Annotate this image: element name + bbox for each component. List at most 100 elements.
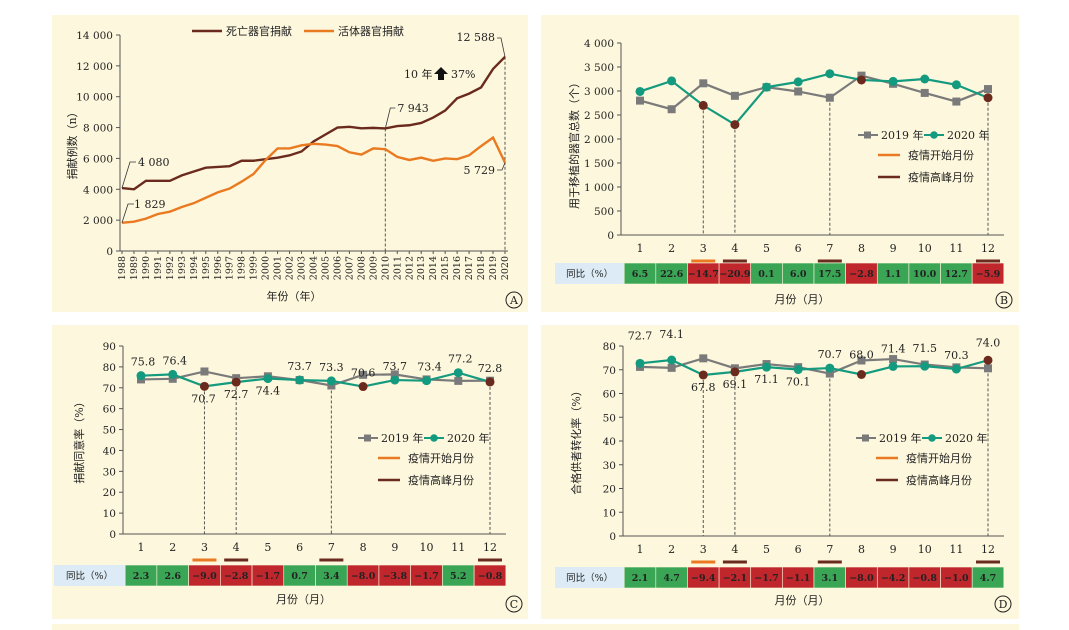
yoy-value-c: −1.7 xyxy=(256,571,281,582)
annotation-label-a: 12 588 xyxy=(457,31,496,44)
legend-label-b-start: 疫情开始月份 xyxy=(908,148,974,162)
yoy-value-d: −1.7 xyxy=(754,573,779,584)
x-tick-label-a: 2010 xyxy=(380,256,391,280)
x-tick-label-a: 2007 xyxy=(344,256,355,280)
x-tick-label-d: 4 xyxy=(731,543,738,556)
x-tick-label-a: 1994 xyxy=(189,256,200,280)
series-line-d-0 xyxy=(639,357,989,375)
y-tick-label-d: 60 xyxy=(603,389,616,401)
x-tick-label-a: 1995 xyxy=(201,256,212,280)
data-point-c-2020 xyxy=(358,382,368,392)
x-tick-label-a: 2006 xyxy=(332,256,343,280)
yoy-table-header-d xyxy=(555,567,625,588)
data-point-b-2019 xyxy=(699,79,708,88)
panel-label-circle-a xyxy=(505,291,523,309)
data-point-c-2019 xyxy=(454,376,463,385)
series-line-b-0 xyxy=(639,74,989,111)
yoy-value-b: −14.7 xyxy=(688,269,719,280)
series-line-b-1 xyxy=(639,72,989,127)
y-axis-title-c: 捐献同意率（%） xyxy=(72,396,86,483)
data-point-d-2020 xyxy=(856,370,866,379)
y-tick-label-c: 10 xyxy=(103,508,116,520)
x-tick-label-d: 1 xyxy=(637,543,644,556)
yoy-value-c: −8.0 xyxy=(351,571,376,582)
y-tick-label-b: 2 500 xyxy=(584,110,614,122)
yoy-value-c: 5.2 xyxy=(450,571,467,582)
x-tick-label-c: 9 xyxy=(391,541,398,554)
x-tick-label-a: 2020 xyxy=(500,256,511,280)
data-point-c-2020 xyxy=(295,375,305,385)
yoy-value-b: 12.7 xyxy=(945,269,968,280)
data-point-c-2020 xyxy=(453,368,463,378)
x-tick-label-c: 7 xyxy=(328,541,335,554)
data-point-c-2020 xyxy=(263,374,273,384)
yoy-value-d: 2.1 xyxy=(632,573,649,584)
x-tick-label-b: 2 xyxy=(668,242,675,255)
data-point-c-2019 xyxy=(327,381,336,390)
data-point-d-2019 xyxy=(857,356,866,365)
panel-label-c: C xyxy=(510,598,518,611)
annotation-label-a: 10 年 xyxy=(404,67,433,81)
data-point-b-2020 xyxy=(856,75,866,85)
data-point-b-2019 xyxy=(984,85,992,94)
x-tick-label-b: 7 xyxy=(826,242,833,255)
y-tick-label-d: 50 xyxy=(603,412,616,424)
y-tick-label-b: 3 500 xyxy=(584,62,614,74)
yoy-value-b: 0.1 xyxy=(758,269,775,280)
legend-label-d-2020: 2020 年 xyxy=(945,431,988,445)
data-point-c-2019 xyxy=(390,370,399,379)
legend-label-a-1: 活体器官捐献 xyxy=(338,24,404,38)
data-point-b-2020 xyxy=(951,80,961,90)
data-point-d-2020 xyxy=(667,355,677,365)
x-tick-label-a: 1992 xyxy=(165,256,176,280)
data-label-c: 72.8 xyxy=(478,362,503,375)
x-tick-label-a: 1989 xyxy=(129,256,140,280)
data-point-c-2020 xyxy=(390,375,400,385)
data-point-b-2020 xyxy=(920,74,930,84)
data-point-d-2020 xyxy=(951,364,961,374)
y-tick-label-d: 20 xyxy=(603,484,616,496)
data-point-c-2020 xyxy=(485,377,495,387)
x-tick-label-b: 10 xyxy=(918,242,932,255)
data-point-b-2019 xyxy=(825,93,834,102)
yoy-table-label-b: 同比（%） xyxy=(566,268,613,280)
x-tick-label-a: 2011 xyxy=(392,256,403,280)
data-label-d: 74.1 xyxy=(659,328,684,341)
x-tick-label-c: 10 xyxy=(420,541,434,554)
x-tick-label-a: 1993 xyxy=(177,256,188,280)
yoy-value-c: −2.8 xyxy=(224,571,249,582)
x-tick-label-b: 5 xyxy=(763,242,770,255)
x-tick-label-b: 11 xyxy=(949,242,963,255)
data-point-b-2020 xyxy=(888,76,898,86)
data-point-b-2019 xyxy=(952,97,961,106)
legend-label-d-peak: 疫情高峰月份 xyxy=(906,473,972,487)
x-tick-label-b: 1 xyxy=(637,242,644,255)
x-tick-label-a: 1991 xyxy=(153,256,164,280)
data-point-c-2019 xyxy=(359,370,368,379)
legend-label-b-peak: 疫情高峰月份 xyxy=(908,170,974,184)
yoy-cell-b xyxy=(971,262,1005,285)
data-label-c: 73.3 xyxy=(319,361,344,374)
yoy-table-label-c: 同比（%） xyxy=(66,570,113,582)
panel-label-circle-d xyxy=(994,595,1012,613)
legend-label-c-2020: 2020 年 xyxy=(447,431,490,445)
yoy-value-c: −1.7 xyxy=(414,571,439,582)
y-tick-label-b: 4 000 xyxy=(584,38,614,50)
legend-marker-c-2020 xyxy=(430,434,438,442)
legend-label-c-2019: 2019 年 xyxy=(381,431,424,445)
x-tick-label-d: 6 xyxy=(795,543,802,556)
data-label-c: 74.4 xyxy=(256,385,281,398)
x-tick-label-b: 4 xyxy=(731,242,738,255)
data-label-c: 76.4 xyxy=(162,354,187,367)
yoy-value-b: 17.5 xyxy=(818,269,841,280)
y-tick-label-b: 2 000 xyxy=(584,134,614,146)
annotation-leader-a xyxy=(121,161,136,189)
y-tick-label-b: 1 500 xyxy=(584,158,614,170)
data-point-d-2020 xyxy=(888,361,898,371)
x-tick-label-c: 2 xyxy=(169,541,176,554)
yoy-cell-d xyxy=(971,566,1005,589)
data-point-c-2020 xyxy=(199,381,209,391)
x-tick-label-c: 8 xyxy=(360,541,367,554)
data-label-d: 70.1 xyxy=(786,376,811,389)
data-label-d: 70.3 xyxy=(944,349,969,362)
